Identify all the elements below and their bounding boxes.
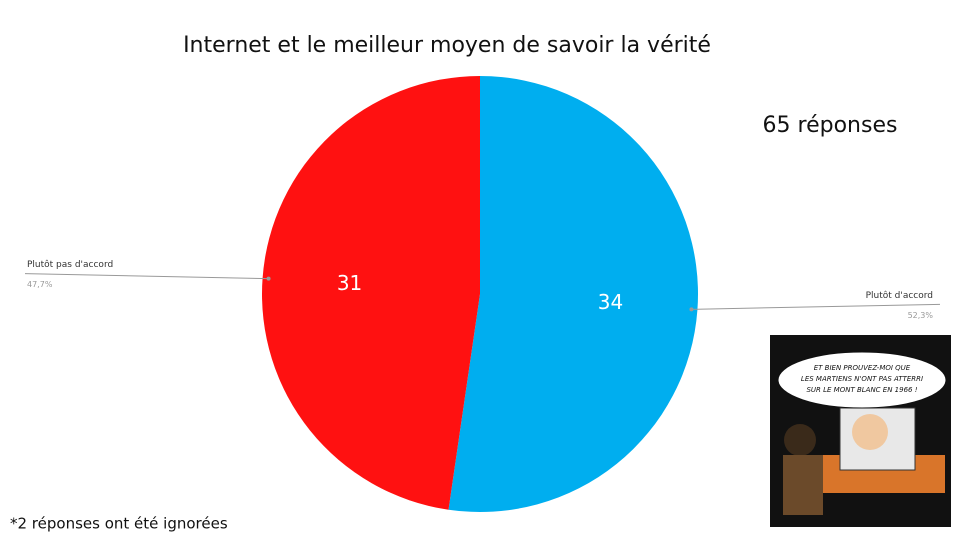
cartoon-face bbox=[852, 414, 888, 450]
pie-slice bbox=[448, 76, 699, 513]
pie-slice bbox=[262, 76, 480, 510]
slice-label: 34 bbox=[598, 290, 623, 314]
caption-line: ET BIEN PROUVEZ-MOI QUE bbox=[814, 364, 911, 372]
slice-label: 31 bbox=[337, 271, 362, 295]
caption-line: SUR LE MONT BLANC EN 1966 ! bbox=[806, 386, 917, 394]
leader-line bbox=[691, 303, 941, 310]
chart-title: Internet et le meilleur moyen de savoir … bbox=[183, 33, 711, 58]
cartoon-body bbox=[783, 455, 823, 515]
footnote: *2 réponses ont été ignorées bbox=[10, 515, 228, 533]
caption-line: LES MARTIENS N'ONT PAS ATTERRI bbox=[801, 375, 923, 383]
percent-label: 47,7% bbox=[27, 280, 53, 289]
response-count: 65 réponses bbox=[763, 113, 898, 138]
legend-label: Plutôt d'accord bbox=[866, 290, 933, 301]
cartoon-head bbox=[784, 424, 816, 456]
cartoon bbox=[770, 335, 951, 527]
legend-label: Plutôt pas d'accord bbox=[27, 259, 113, 270]
speech-bubble bbox=[777, 351, 947, 409]
leader-line bbox=[24, 273, 269, 280]
percent-label: 52,3% bbox=[908, 311, 934, 320]
